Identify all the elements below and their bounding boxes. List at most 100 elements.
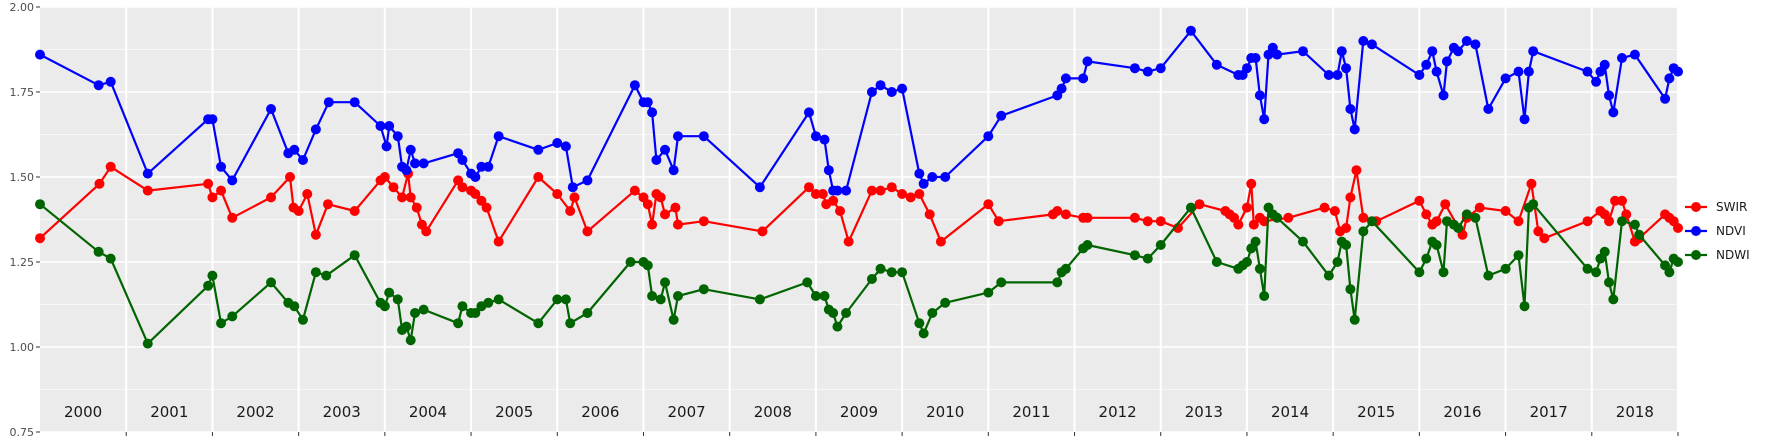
data-point-ndvi <box>1272 49 1283 60</box>
data-point-ndvi <box>1332 70 1343 80</box>
data-point-ndvi <box>810 131 821 142</box>
y-tick-label: 1.25 <box>10 256 35 269</box>
data-point-ndwi <box>1323 270 1334 281</box>
data-point-ndvi <box>866 87 877 97</box>
data-point-ndwi <box>1483 270 1494 281</box>
data-point-ndwi <box>996 277 1007 288</box>
data-point-ndwi <box>207 270 218 281</box>
data-point-swir <box>698 216 709 227</box>
data-point-swir <box>1248 219 1259 230</box>
year-label: 2007 <box>667 403 705 421</box>
data-point-ndwi <box>1358 226 1369 237</box>
year-label: 2010 <box>926 403 964 421</box>
data-point-ndvi <box>381 141 392 152</box>
legend: SWIR NDVI NDWI <box>1685 200 1750 262</box>
data-point-swir <box>349 206 360 216</box>
data-point-ndwi <box>227 311 238 322</box>
data-point-ndvi <box>552 138 563 148</box>
data-point-swir <box>266 192 277 203</box>
data-point-swir <box>629 185 640 196</box>
y-tick-label: 2.00 <box>10 1 35 14</box>
data-point-ndwi <box>483 297 494 308</box>
data-point-ndwi <box>1297 236 1308 247</box>
data-point-ndvi <box>1421 59 1432 70</box>
data-point-ndwi <box>1634 229 1645 240</box>
data-point-swir <box>105 161 116 172</box>
data-point-ndvi <box>1142 66 1153 77</box>
data-point-ndwi <box>875 263 886 274</box>
data-point-ndvi <box>384 121 395 131</box>
data-point-swir <box>203 178 214 189</box>
data-point-swir <box>1341 223 1352 233</box>
year-label: 2013 <box>1185 403 1223 421</box>
y-tick-label: 1.50 <box>10 171 35 184</box>
data-point-swir <box>35 233 45 244</box>
data-point-ndvi <box>310 124 321 135</box>
data-point-swir <box>875 185 886 196</box>
data-point-swir <box>565 206 576 216</box>
data-point-ndvi <box>1604 90 1615 101</box>
data-point-ndwi <box>983 287 994 298</box>
data-point-ndwi <box>1366 216 1377 227</box>
year-label: 2008 <box>754 403 792 421</box>
data-point-swir <box>293 206 304 216</box>
data-point-ndvi <box>651 155 662 165</box>
data-point-ndwi <box>1513 250 1524 261</box>
data-point-ndvi <box>1078 73 1089 84</box>
data-point-ndvi <box>476 161 487 172</box>
data-point-ndwi <box>698 284 709 295</box>
year-label: 2003 <box>323 403 361 421</box>
data-point-ndvi <box>401 165 412 176</box>
data-point-swir <box>302 189 313 199</box>
data-point-swir <box>1500 206 1511 216</box>
data-point-swir <box>142 185 153 196</box>
data-point-ndvi <box>803 107 814 118</box>
data-point-ndwi <box>819 291 830 301</box>
data-point-ndwi <box>310 267 321 278</box>
data-point-swir <box>757 226 768 237</box>
data-point-ndwi <box>1332 257 1343 267</box>
data-point-ndvi <box>1664 73 1675 84</box>
data-point-ndwi <box>1582 263 1593 274</box>
data-point-swir <box>1604 216 1615 227</box>
data-point-ndwi <box>418 304 429 315</box>
data-point-ndwi <box>405 335 416 346</box>
data-point-ndvi <box>1254 90 1265 101</box>
data-point-swir <box>660 209 671 220</box>
data-point-swir <box>397 192 408 203</box>
data-point-swir <box>1142 216 1153 227</box>
year-label: 2017 <box>1530 403 1568 421</box>
data-point-ndwi <box>384 287 395 298</box>
x-axis-year-labels: 2000 2001 2002 2003 2004 2005 2006 2007 2008 2009… <box>64 403 1654 421</box>
data-point-ndvi <box>418 158 429 169</box>
data-point-ndwi <box>1431 240 1442 250</box>
data-point-ndvi <box>93 80 104 91</box>
data-point-ndvi <box>1441 56 1452 67</box>
data-point-swir <box>983 199 994 210</box>
data-point-swir <box>1474 202 1485 213</box>
data-point-ndvi <box>1297 46 1308 57</box>
data-point-swir <box>1431 216 1442 227</box>
data-point-swir <box>476 195 487 206</box>
data-point-ndwi <box>1421 253 1432 264</box>
data-point-ndvi <box>754 182 765 193</box>
data-point-ndvi <box>567 182 578 193</box>
data-point-ndwi <box>1599 246 1610 257</box>
data-point-ndwi <box>560 294 571 305</box>
data-point-ndwi <box>533 318 544 329</box>
data-point-ndvi <box>823 165 834 176</box>
data-point-swir <box>1345 192 1356 203</box>
data-point-ndvi <box>483 161 494 172</box>
year-label: 2006 <box>581 403 619 421</box>
data-point-ndwi <box>754 294 765 305</box>
data-point-swir <box>1610 195 1621 206</box>
data-point-ndwi <box>660 277 671 288</box>
data-point-ndwi <box>668 314 679 325</box>
data-point-swir <box>1533 226 1544 237</box>
data-point-ndwi <box>410 308 421 318</box>
year-label: 2009 <box>840 403 878 421</box>
data-point-ndvi <box>629 80 640 91</box>
data-point-ndwi <box>897 267 908 278</box>
data-point-ndvi <box>533 144 544 155</box>
